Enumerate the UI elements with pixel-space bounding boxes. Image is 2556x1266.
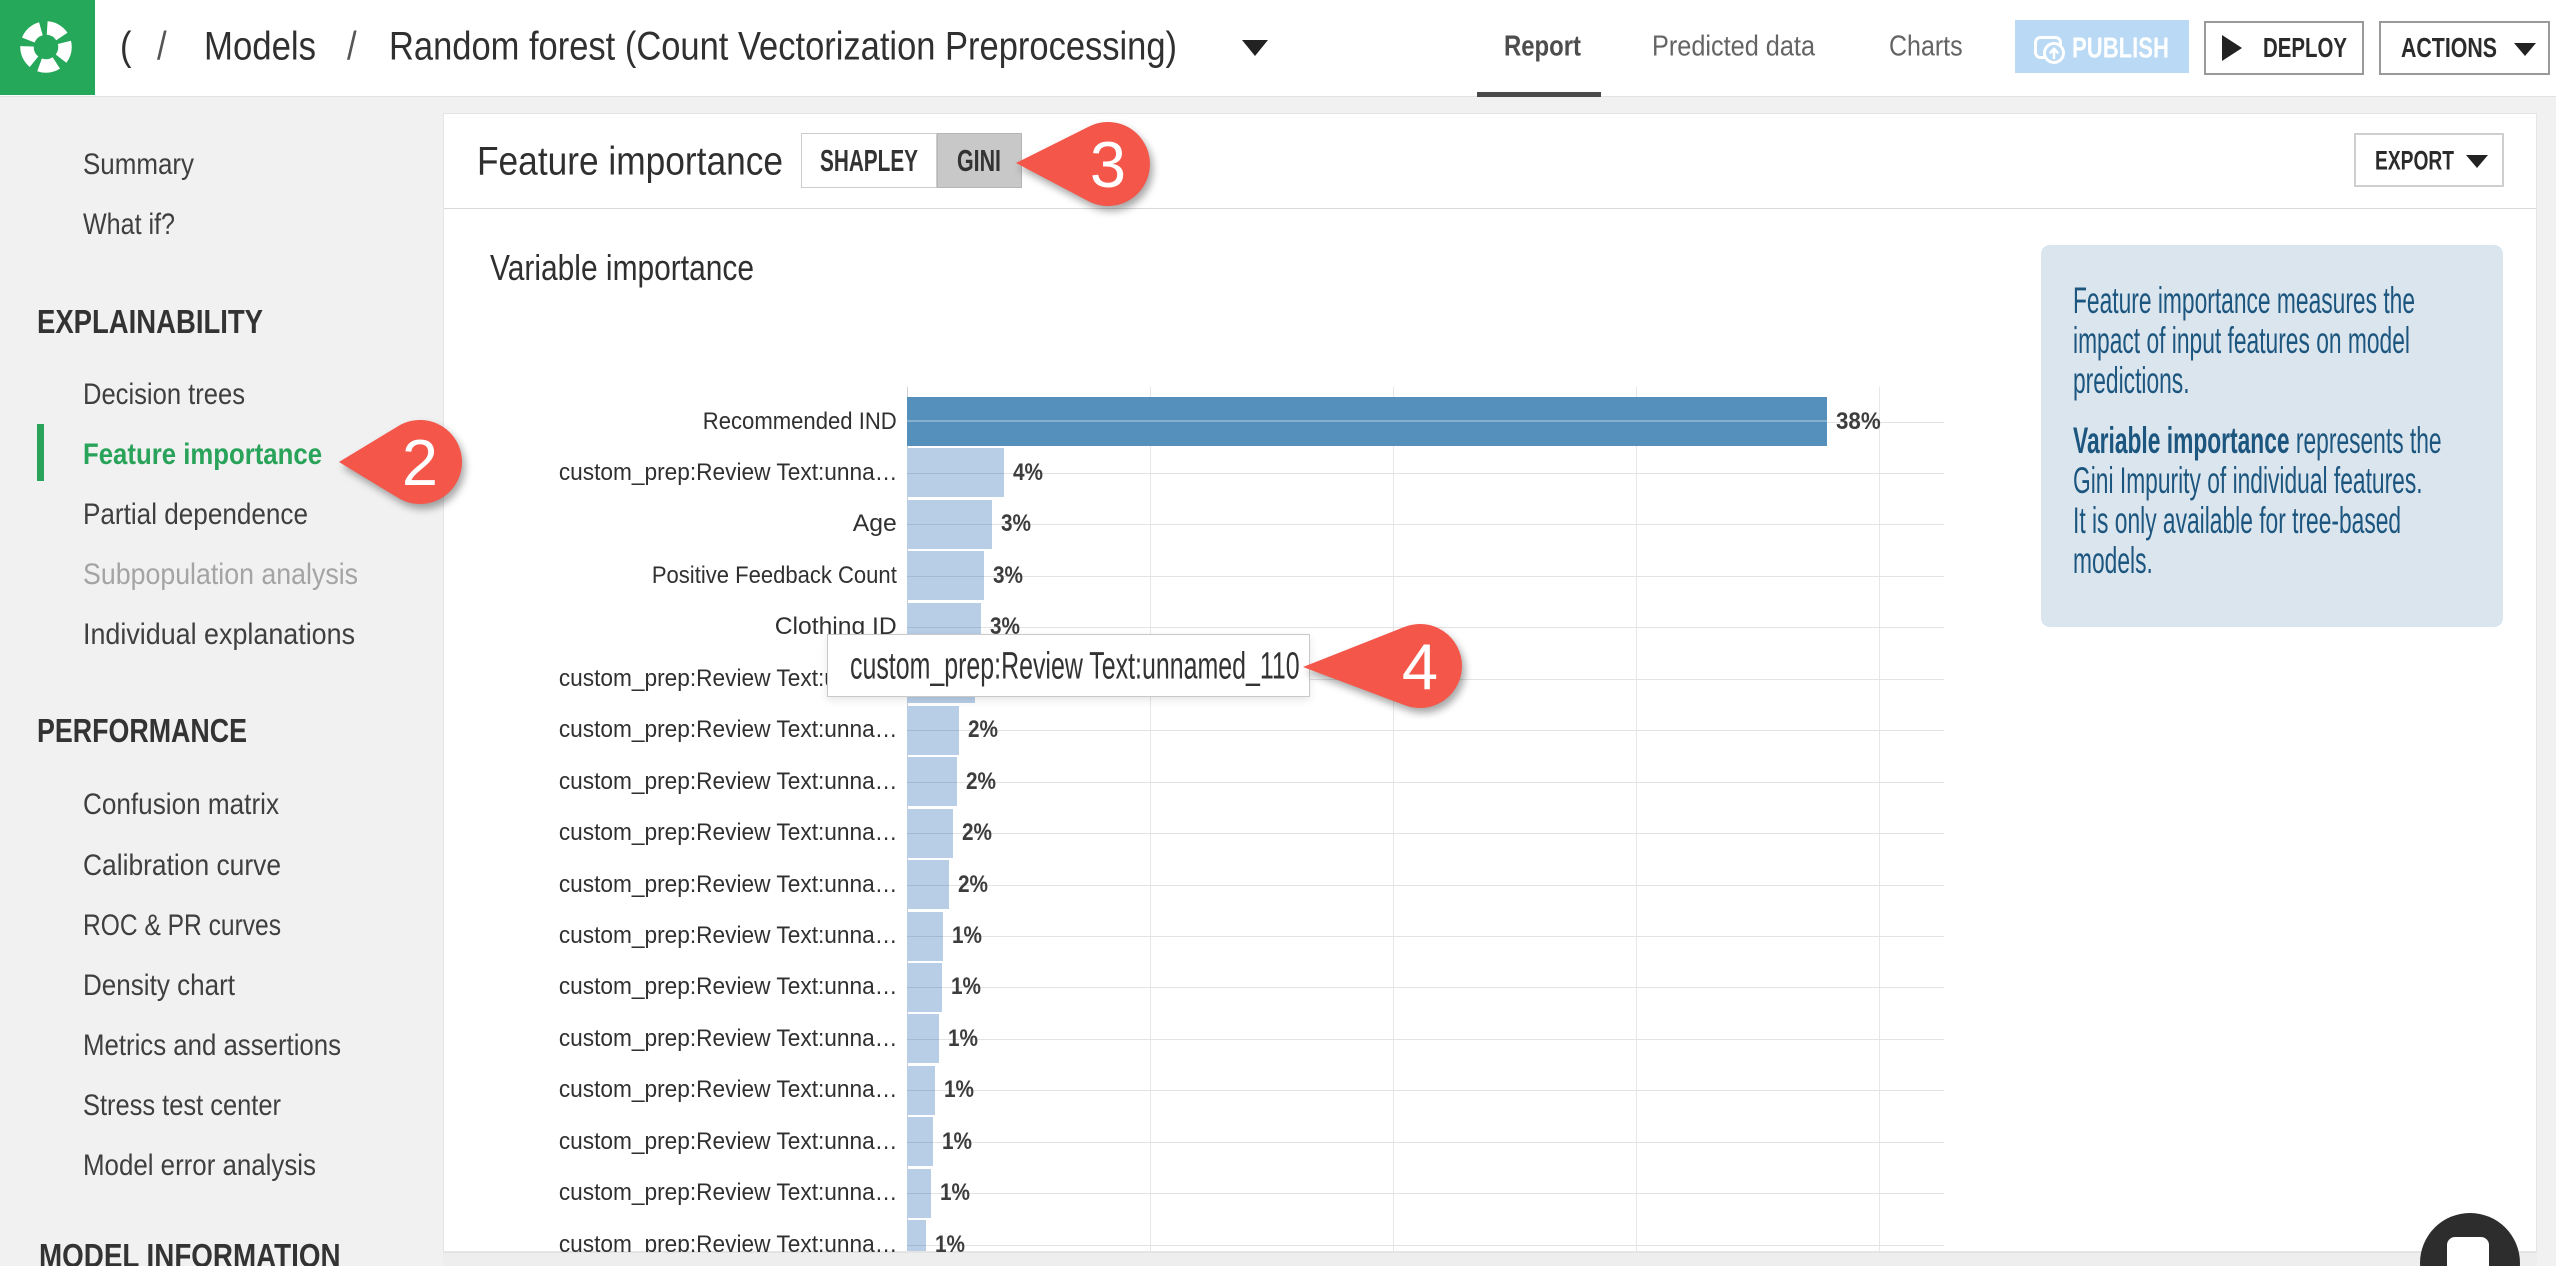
svg-text:3: 3 <box>1090 128 1126 201</box>
svg-text:4: 4 <box>1402 630 1438 703</box>
svg-text:2: 2 <box>402 426 438 499</box>
